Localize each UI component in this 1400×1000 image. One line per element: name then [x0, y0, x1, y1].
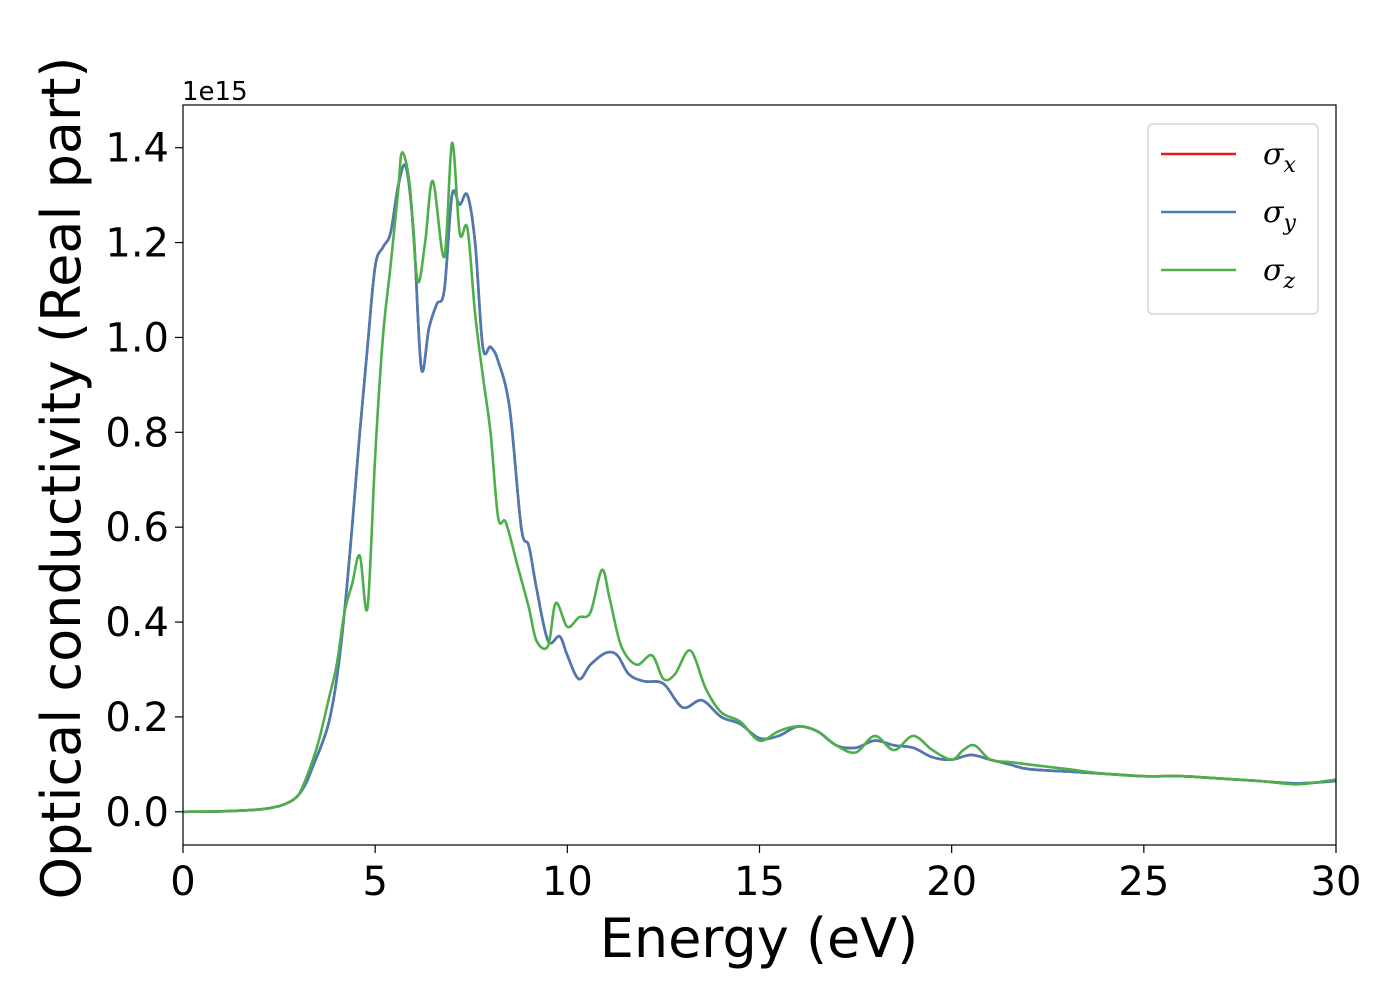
y-tick-label: 0.0	[105, 790, 169, 836]
series-layer	[183, 141, 1336, 814]
y-tick-label: 0.4	[105, 600, 169, 646]
x-tick-label: 30	[1311, 859, 1362, 905]
series-line-sigma-y	[183, 163, 1336, 814]
y-tick-label: 1.2	[105, 221, 169, 267]
x-tick-label: 20	[926, 859, 977, 905]
y-tick-label: 1.0	[105, 315, 169, 361]
y-axis-label: Optical conductivity (Real part)	[30, 57, 93, 900]
y-tick-label: 1.4	[105, 126, 169, 172]
x-axis-label: Energy (eV)	[600, 907, 919, 970]
y-tick-label: 0.2	[105, 695, 169, 741]
legend-box	[1147, 123, 1319, 315]
legend-label-sigma-x: σx	[1263, 137, 1296, 178]
series-line-sigma-z	[183, 141, 1336, 814]
y-tick-label: 0.6	[105, 505, 169, 551]
x-tick-label: 0	[170, 859, 195, 905]
x-tick-label: 25	[1118, 859, 1169, 905]
legend-label-sigma-y: σy	[1263, 195, 1296, 236]
y-tick-label: 0.8	[105, 410, 169, 456]
x-tick-label: 15	[734, 859, 785, 905]
axes-layer: 0 5 10 15 20 25 30 0.0 0.2 0.4 0.6 0.8 1.0 1.2 1.4	[105, 104, 1362, 905]
x-tick-label: 5	[362, 859, 387, 905]
legend-label-sigma-z: σz	[1263, 253, 1295, 294]
legend: σx σy σz	[1147, 123, 1319, 315]
x-tick-label: 10	[542, 859, 593, 905]
y-offset-label: 1e15	[182, 77, 248, 107]
